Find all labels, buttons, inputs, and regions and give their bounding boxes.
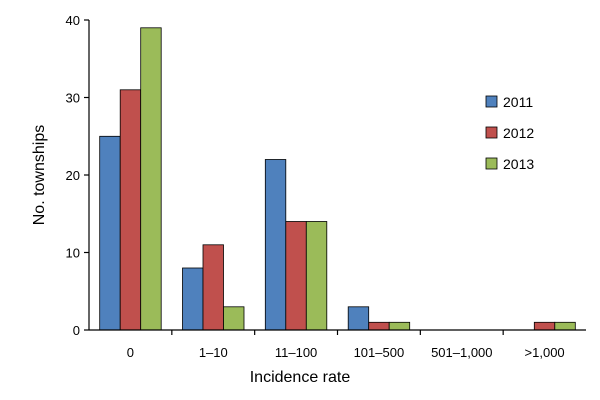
y-ticks: 0 10 20 30 40	[66, 13, 89, 338]
bar-2011-3	[347, 306, 370, 331]
x-tick-label: >1,000	[525, 345, 565, 360]
legend: 2011 2012 2013	[485, 94, 534, 172]
x-tick-label: 101–500	[354, 345, 405, 360]
y-tick-label: 20	[66, 168, 80, 183]
bar-2013-3	[388, 321, 411, 331]
bar-2011-2	[264, 159, 287, 331]
bar-2013-5	[554, 321, 576, 331]
bar-2013-1	[223, 306, 245, 331]
bar-2012-3	[368, 321, 390, 331]
axes	[88, 20, 586, 331]
legend-swatch-2011	[485, 95, 498, 108]
x-ticks: 0 1–10 11–100 101–500 501–1,000 >1,000	[127, 330, 565, 360]
x-tick-label: 501–1,000	[431, 345, 492, 360]
y-tick-label: 10	[66, 246, 80, 261]
bar-2012-0	[119, 89, 142, 331]
bar-2012-1	[202, 244, 224, 331]
bar-2013-0	[140, 27, 162, 331]
y-tick-label: 40	[66, 13, 80, 28]
legend-label-2012: 2012	[503, 125, 534, 141]
bar-2012-5	[533, 321, 556, 331]
legend-swatch-2012	[485, 126, 498, 139]
bar-2011-1	[182, 267, 204, 331]
x-tick-label: 11–100	[275, 345, 317, 360]
x-tick-label: 0	[127, 345, 134, 360]
x-tick-label: 1–10	[199, 345, 228, 360]
bar-2013-2	[305, 221, 328, 331]
bar-group	[99, 27, 576, 331]
legend-label-2011: 2011	[503, 94, 533, 110]
legend-label-2013: 2013	[503, 156, 534, 172]
x-axis-title: Incidence rate	[250, 369, 351, 386]
y-axis-title: No. townships	[31, 125, 48, 226]
y-tick-label: 30	[66, 91, 80, 106]
bar-2011-0	[99, 135, 121, 331]
y-tick-label: 0	[73, 323, 80, 338]
bar-2012-2	[285, 221, 307, 331]
legend-swatch-2013	[485, 157, 498, 170]
